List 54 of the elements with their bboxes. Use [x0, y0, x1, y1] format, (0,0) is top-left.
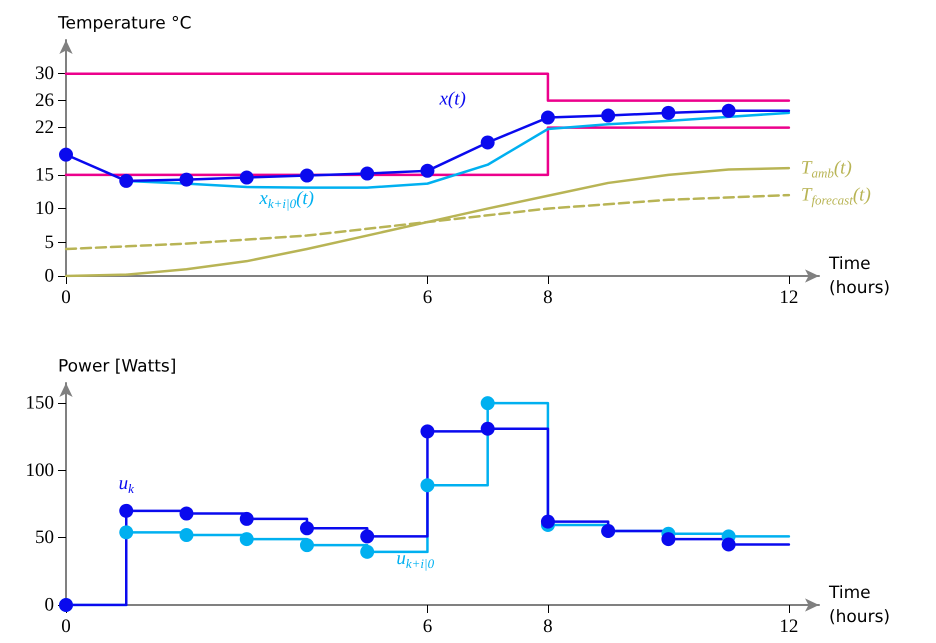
- x-tick-label: 0: [61, 287, 71, 308]
- y-tick-label: 30: [35, 63, 54, 84]
- point: [480, 396, 495, 410]
- point: [179, 506, 194, 521]
- point: [360, 544, 374, 559]
- point: [540, 110, 555, 125]
- y-tick-label: 22: [35, 117, 54, 138]
- point: [722, 537, 736, 552]
- point: [480, 135, 495, 150]
- x-tick-label: 8: [543, 616, 553, 637]
- x-tick-label: 6: [422, 616, 432, 637]
- point: [420, 424, 434, 438]
- point: [119, 504, 134, 518]
- series-label: x(t): [438, 88, 466, 110]
- point: [540, 514, 555, 529]
- point: [601, 108, 616, 123]
- point: [240, 170, 254, 185]
- x-axis-title: Time (hours): [828, 583, 890, 627]
- point: [119, 174, 134, 188]
- y-tick-label: 0: [44, 594, 54, 616]
- x-tick-label: 12: [779, 616, 798, 637]
- y-tick-label: 26: [35, 90, 54, 112]
- point: [119, 525, 134, 540]
- y-axis-title: Temperature °C: [57, 14, 192, 34]
- y-tick-label: 15: [35, 164, 54, 186]
- y-tick-label: 100: [26, 460, 54, 481]
- y-tick-label: 5: [44, 232, 54, 253]
- x-axis-title: Time (hours): [828, 254, 890, 298]
- x-tick-label: 8: [543, 287, 553, 308]
- y-tick-label: 50: [35, 527, 54, 548]
- point: [722, 104, 736, 118]
- point: [661, 532, 676, 546]
- point: [240, 512, 254, 526]
- x-tick-label: 0: [61, 616, 71, 637]
- line-series: [64, 166, 790, 278]
- point: [240, 532, 254, 546]
- y-tick-label: 0: [44, 266, 54, 286]
- point: [480, 422, 495, 436]
- y-tick-label: 10: [35, 198, 54, 220]
- point: [300, 521, 314, 536]
- point: [420, 164, 434, 178]
- point: [300, 168, 314, 183]
- y-axis-title: Power [Watts]: [58, 356, 176, 376]
- point: [179, 528, 194, 542]
- point: [300, 538, 314, 552]
- x-tick-label: 12: [779, 287, 798, 308]
- point: [360, 529, 374, 544]
- y-tick-label: 150: [26, 392, 54, 414]
- point: [179, 172, 194, 187]
- point: [420, 478, 434, 492]
- point: [360, 166, 374, 181]
- point: [661, 106, 676, 120]
- x-tick-label: 6: [422, 287, 432, 308]
- point: [59, 148, 73, 162]
